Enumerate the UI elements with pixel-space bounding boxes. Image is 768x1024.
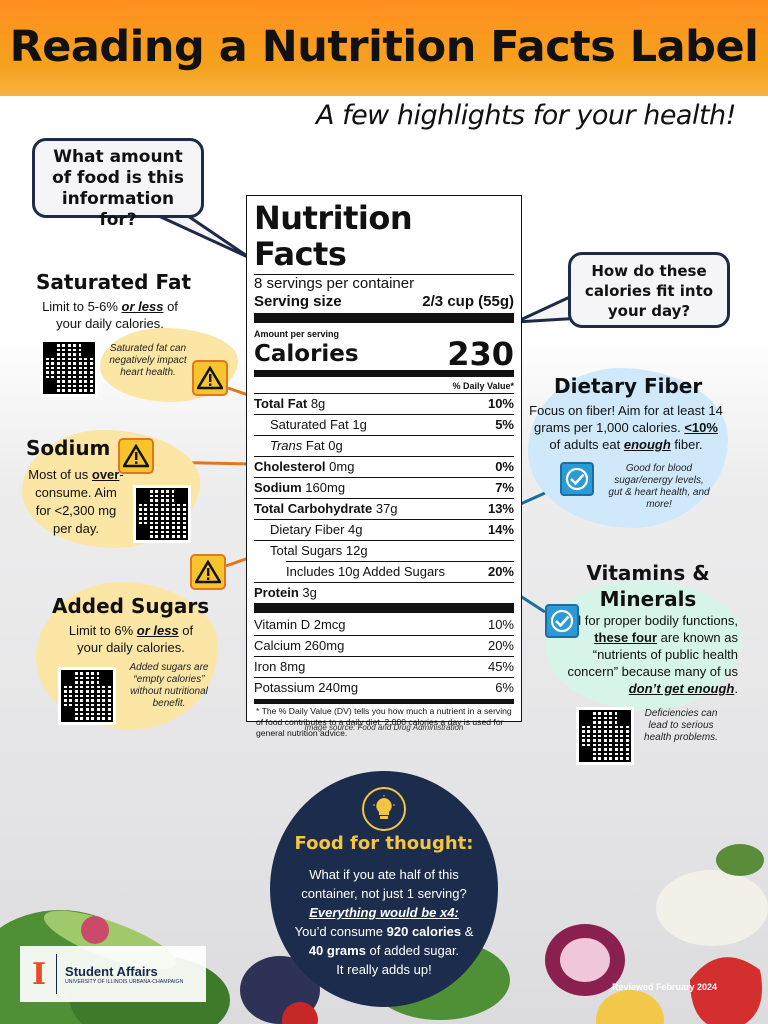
fiber-title: Dietary Fiber: [554, 374, 703, 398]
thick-divider: [254, 313, 514, 323]
header-banner: [0, 0, 768, 96]
nutrient-row-dietary-fiber: Dietary Fiber 4g 14%: [254, 519, 514, 540]
micro-row-calcium: Calcium 260mg 20%: [254, 635, 514, 656]
sugars-qr-code[interactable]: [58, 667, 116, 725]
sugars-body: Limit to 6% or less of your daily calori…: [68, 623, 194, 655]
serving-question-text: What amount of food is this information …: [52, 147, 184, 230]
thick-divider-2: [254, 603, 514, 613]
nutrient-row-total-carbohydrate: Total Carbohydrate 37g 13%: [254, 498, 514, 519]
calories-value: 230: [447, 335, 514, 373]
satfat-body: Limit to 5-6% or less of your daily calo…: [42, 299, 178, 331]
nutrient-row-cholesterol: Cholesterol 0mg 0%: [254, 456, 514, 477]
serving-size-row: Serving size 2/3 cup (55g): [254, 293, 514, 311]
illinois-i-logo: I: [32, 956, 47, 992]
medium-divider-2: [254, 699, 514, 704]
nutrient-row-protein: Protein 3g: [254, 582, 514, 603]
vitamins-blob: [546, 580, 742, 710]
fiber-check-icon: [560, 462, 594, 496]
image-source: Image source: Food and Drug Administrati…: [304, 723, 464, 732]
fiber-blob: [528, 368, 728, 528]
calories-label: Calories: [254, 341, 359, 367]
food-for-thought-circle: Food for thought: What if you ate half o…: [270, 771, 498, 1007]
vitamins-body: Vital for proper bodily functions, these…: [556, 613, 738, 696]
medium-divider: [254, 370, 514, 377]
nutrient-row-saturated-fat: Saturated Fat 1g 5%: [254, 414, 514, 435]
fft-title: Food for thought:: [294, 833, 474, 854]
nutrient-row-sodium: Sodium 160mg 7%: [254, 477, 514, 498]
nutrient-row-total-fat: Total Fat 8g 10%: [254, 393, 514, 414]
amount-per-serving: Amount per serving: [254, 329, 340, 339]
org-name: Student Affairs: [65, 963, 158, 979]
micro-row-vitamin-d: Vitamin D 2mcg 10%: [254, 617, 514, 632]
serving-question-bubble: What amount of food is this information …: [32, 138, 204, 230]
calories-row: Calories 230: [254, 335, 514, 373]
lightbulb-icon: [362, 787, 406, 831]
micro-row-potassium: Potassium 240mg 6%: [254, 677, 514, 698]
sodium-body: Most of us over-consume. Aim for <2,300 …: [28, 467, 124, 536]
page-title: Reading a Nutrition Facts Label: [9, 22, 759, 72]
vitamins-qr-code[interactable]: [576, 707, 634, 765]
vitamins-check-icon: [545, 604, 579, 638]
page-subtitle: A few highlights for your health!: [316, 100, 736, 131]
satfat-warning-icon: [192, 360, 228, 396]
fiber-note: Good for blood sugar/energy levels, gut …: [608, 463, 710, 510]
nutrient-row-total-sugars: Total Sugars 12g: [254, 540, 514, 561]
label-heading: Nutrition Facts: [254, 199, 413, 273]
nutrient-row-added-sugars: Includes 10g Added Sugars 20%: [286, 561, 514, 582]
serving-size-value: 2/3 cup (55g): [422, 293, 514, 310]
micro-row-iron: Iron 8mg 45%: [254, 656, 514, 677]
sodium-warning-icon: [118, 438, 154, 474]
satfat-note: Saturated fat can negatively impact hear…: [109, 343, 187, 378]
daily-value-header: % Daily Value*: [452, 381, 514, 391]
sodium-qr-code[interactable]: [133, 485, 191, 543]
org-subname: UNIVERSITY OF ILLINOIS URBANA-CHAMPAIGN: [65, 978, 184, 985]
serving-size-label: Serving size: [254, 293, 342, 310]
fft-body: What if you ate half of this container, …: [294, 867, 474, 977]
vitamins-note: Deficiencies can lead to serious health …: [644, 708, 718, 743]
label-footnote: * The % Daily Value (DV) tells you how m…: [256, 706, 512, 738]
sugars-note: Added sugars are “empty calories” withou…: [129, 662, 209, 709]
fiber-body: Focus on fiber! Aim for at least 14 gram…: [529, 403, 723, 452]
satfat-qr-code[interactable]: [40, 339, 98, 397]
sodium-title: Sodium: [26, 436, 111, 460]
serving-callout-pointer: [149, 210, 251, 260]
satfat-title: Saturated Fat: [36, 270, 192, 294]
student-affairs-logo: I Student Affairs UNIVERSITY OF ILLINOIS…: [20, 946, 206, 1002]
vitamins-title: Vitamins & Minerals: [586, 561, 710, 611]
calories-question-bubble: How do these calories fit into your day?: [568, 252, 730, 328]
servings-per-container: 8 servings per container: [254, 274, 514, 293]
calories-question-text: How do these calories fit into your day?: [584, 262, 714, 320]
nutrition-facts-label: Nutrition Facts 8 servings per container…: [246, 195, 522, 738]
nutrient-row-trans-fat: Trans Fat 0g: [254, 435, 514, 456]
reviewed-date: Reviewed February 2024: [612, 982, 718, 992]
sugars-warning-icon: [190, 554, 226, 590]
sugars-title: Added Sugars: [52, 594, 210, 618]
